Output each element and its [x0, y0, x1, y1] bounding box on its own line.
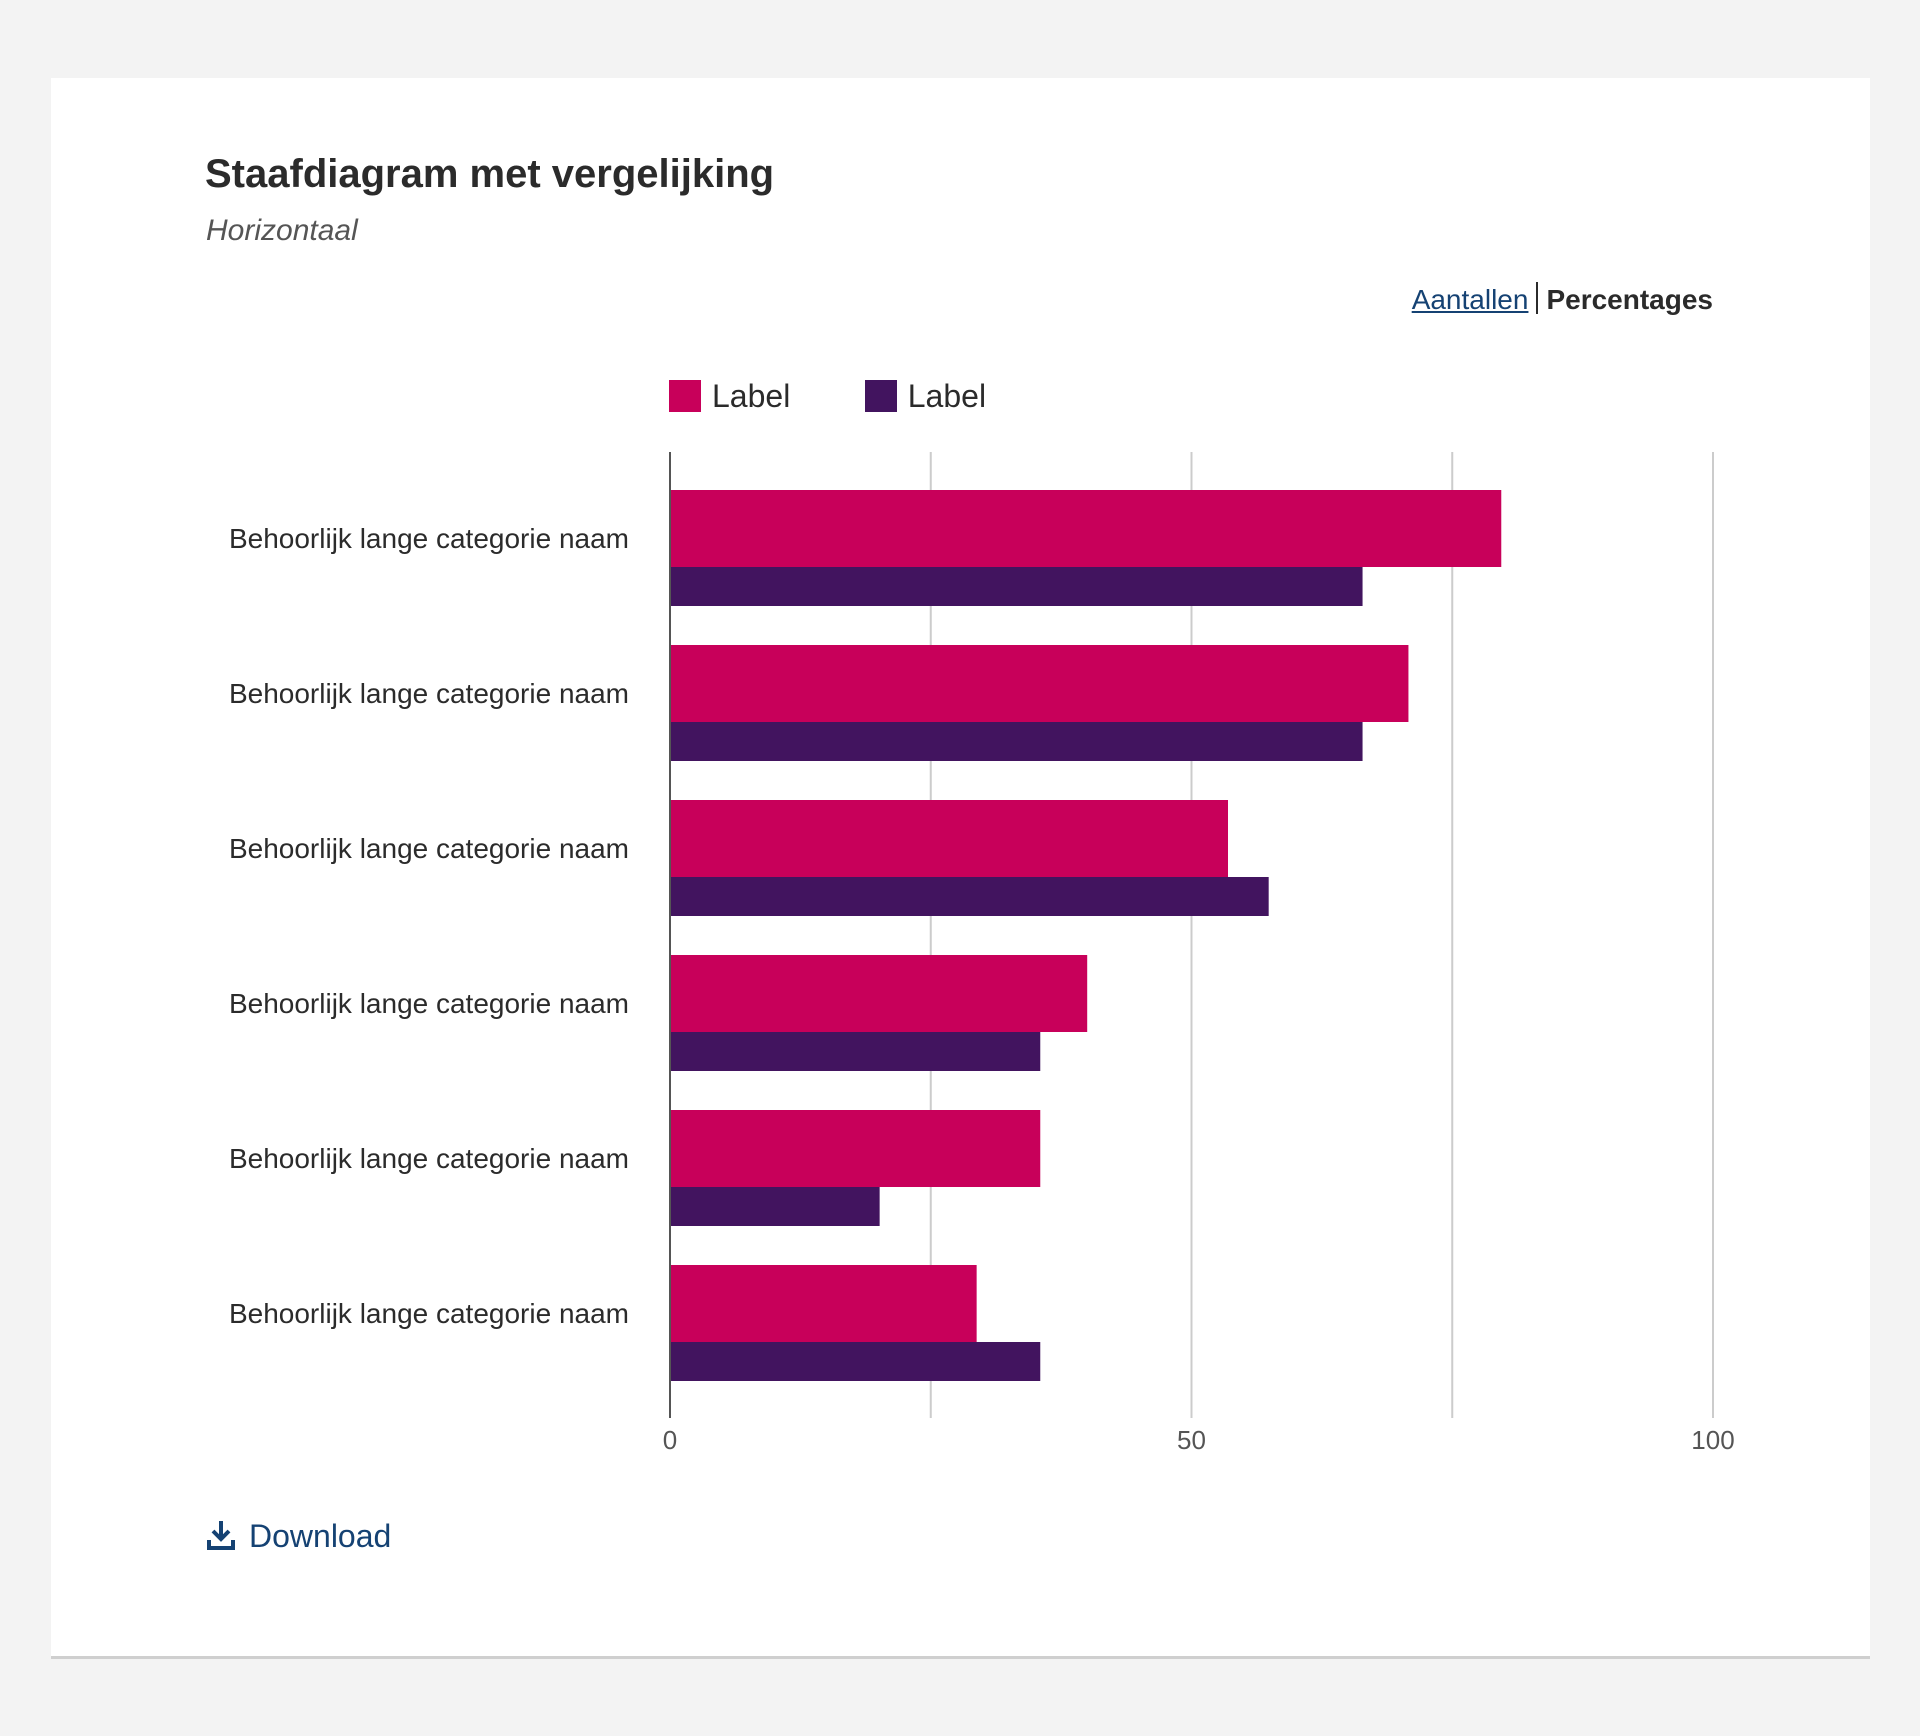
bar-series2 — [670, 1032, 1041, 1071]
category-label: Behoorlijk lange categorie naam — [229, 988, 629, 1019]
chart-subtitle: Horizontaal — [206, 214, 358, 247]
x-tick-label: 50 — [1177, 1425, 1206, 1455]
legend-item-series1: Label — [669, 378, 790, 415]
x-tick-label: 100 — [1691, 1425, 1734, 1455]
category-label: Behoorlijk lange categorie naam — [229, 678, 629, 709]
bar-series2 — [670, 1187, 880, 1226]
chart-title: Staafdiagram met vergelijking — [205, 152, 775, 196]
legend-swatch-series2 — [864, 380, 897, 412]
legend-swatch-series1 — [669, 380, 701, 412]
legend-label-series2: Label — [907, 378, 987, 414]
bar-series2 — [670, 722, 1363, 761]
bar-series1 — [670, 490, 1502, 567]
chart-legend: Label Label — [669, 378, 1056, 418]
percentages-option[interactable]: Percentages — [1546, 284, 1713, 315]
download-button[interactable]: Download — [207, 1518, 391, 1555]
bar-series1 — [670, 1265, 977, 1342]
x-tick-label: 0 — [663, 1425, 677, 1455]
bar-series1 — [670, 955, 1088, 1032]
category-label: Behoorlijk lange categorie naam — [229, 1298, 629, 1329]
bar-series1 — [670, 1110, 1041, 1187]
legend-item-series2: Label — [864, 378, 987, 415]
category-label: Behoorlijk lange categorie naam — [229, 1143, 629, 1174]
counts-link[interactable]: Aantallen — [1411, 284, 1529, 315]
view-toggle: Aantallen Percentages — [1412, 282, 1713, 316]
bar-series1 — [670, 645, 1409, 722]
legend-label-series1: Label — [712, 378, 791, 414]
download-label: Download — [249, 1518, 392, 1554]
toggle-separator — [1536, 282, 1539, 314]
bar-series2 — [670, 1342, 1041, 1381]
category-label: Behoorlijk lange categorie naam — [229, 833, 629, 864]
category-label: Behoorlijk lange categorie naam — [229, 523, 629, 554]
bar-series2 — [670, 877, 1269, 916]
bar-series2 — [670, 567, 1363, 606]
download-icon — [207, 1521, 235, 1550]
bar-series1 — [670, 800, 1229, 877]
